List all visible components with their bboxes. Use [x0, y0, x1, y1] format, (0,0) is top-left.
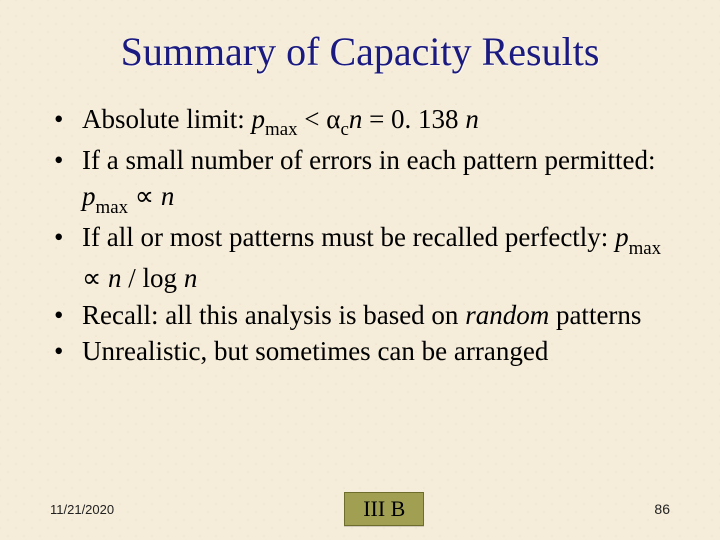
footer-section: III B: [363, 496, 405, 521]
slide-body: • Absolute limit: pmax < αcn = 0. 138 n …: [50, 101, 670, 369]
sub-max: max: [629, 238, 662, 259]
bullet-icon: •: [50, 142, 82, 219]
bullet-text: If a small number of errors in each patt…: [82, 142, 670, 219]
bullet-icon: •: [50, 219, 82, 296]
propto: ∝: [82, 263, 108, 293]
slide-footer: 11/21/2020 III B 86: [50, 492, 670, 526]
text: Recall: all this analysis is based on: [82, 300, 465, 330]
sub-c: c: [340, 119, 348, 140]
bullet-icon: •: [50, 333, 82, 369]
alpha: α: [326, 104, 340, 134]
slide-title: Summary of Capacity Results: [50, 28, 670, 75]
slide: Summary of Capacity Results • Absolute l…: [0, 0, 720, 540]
var-n: n: [465, 104, 479, 134]
text: patterns: [549, 300, 641, 330]
bullet-text: If all or most patterns must be recalled…: [82, 219, 670, 296]
bullet-icon: •: [50, 101, 82, 142]
var-n: n: [161, 181, 175, 211]
bullet-5: • Unrealistic, but sometimes can be arra…: [50, 333, 670, 369]
bullet-3: • If all or most patterns must be recall…: [50, 219, 670, 296]
var-p: p: [252, 104, 266, 134]
bullet-text: Absolute limit: pmax < αcn = 0. 138 n: [82, 101, 670, 142]
var-n: n: [184, 263, 198, 293]
var-n: n: [349, 104, 363, 134]
divlog: / log: [122, 263, 184, 293]
bullet-text: Recall: all this analysis is based on ra…: [82, 297, 670, 333]
text: If a small number of errors in each patt…: [82, 145, 656, 175]
text: If all or most patterns must be recalled…: [82, 222, 615, 252]
propto: ∝: [128, 181, 161, 211]
eq-val: = 0. 138: [362, 104, 465, 134]
text: Unrealistic, but sometimes can be arrang…: [82, 336, 548, 366]
bullet-1: • Absolute limit: pmax < αcn = 0. 138 n: [50, 101, 670, 142]
var-p: p: [82, 181, 96, 211]
random: random: [465, 300, 549, 330]
bullet-4: • Recall: all this analysis is based on …: [50, 297, 670, 333]
bullet-icon: •: [50, 297, 82, 333]
lt: <: [298, 104, 327, 134]
bullet-text: Unrealistic, but sometimes can be arrang…: [82, 333, 670, 369]
footer-page-number: 86: [654, 501, 670, 517]
text: Absolute limit:: [82, 104, 252, 134]
footer-section-box: III B: [344, 492, 424, 526]
var-n: n: [108, 263, 122, 293]
sub-max: max: [265, 119, 298, 140]
var-p: p: [615, 222, 629, 252]
sub-max: max: [96, 197, 129, 218]
bullet-2: • If a small number of errors in each pa…: [50, 142, 670, 219]
footer-date: 11/21/2020: [50, 502, 114, 517]
